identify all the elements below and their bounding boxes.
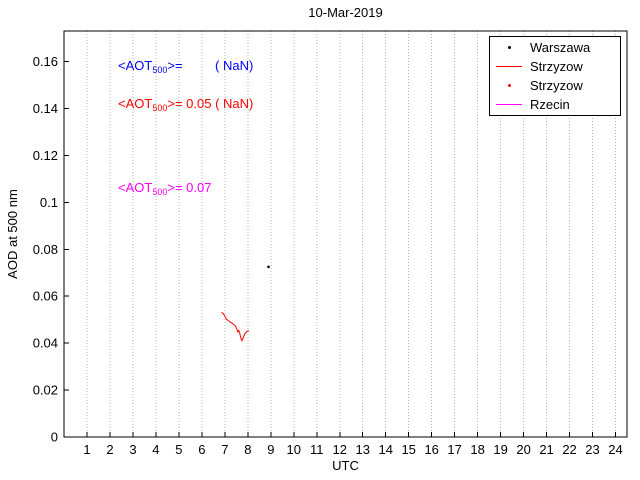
legend-label: Rzecin [530,97,570,112]
y-tick-label: 0.02 [33,383,58,398]
legend-label: Warszawa [530,40,591,55]
x-tick-label: 22 [562,442,576,457]
x-tick-label: 7 [221,442,228,457]
y-tick-label: 0.06 [33,289,58,304]
x-tick-label: 24 [608,442,622,457]
y-tick-label: 0.14 [33,101,58,116]
annotation-value: >= 0.07 [167,180,212,196]
legend-item-warszawa-0: Warszawa [490,38,620,57]
x-tick-label: 5 [175,442,182,457]
annotation-prefix: <AOT [118,58,153,74]
annotation-subscript: 500 [152,65,168,76]
y-tick-label: 0 [51,430,58,445]
x-tick-label: 11 [310,442,324,457]
annotation-prefix: <AOT [118,180,153,196]
x-tick-label: 18 [470,442,484,457]
x-tick-label: 23 [585,442,599,457]
x-tick-label: 1 [83,442,90,457]
x-tick-label: 14 [378,442,392,457]
legend-item-strzyzow-1: Strzyzow [490,57,620,76]
x-tick-label: 17 [447,442,461,457]
x-tick-label: 16 [424,442,438,457]
x-axis-label: UTC [332,458,359,473]
legend-dot-marker-icon [495,46,523,49]
x-tick-label: 10 [287,442,301,457]
y-tick-label: 0.16 [33,54,58,69]
y-tick-label: 0.08 [33,242,58,257]
x-tick-label: 15 [401,442,415,457]
legend-line-marker-icon [495,104,523,105]
axes-box [63,30,628,438]
x-tick-label: 19 [493,442,507,457]
legend: Warszawa Strzyzow Strzyzow Rzecin [489,36,621,116]
y-tick-label: 0.12 [33,148,58,163]
x-tick-label: 12 [333,442,347,457]
x-tick-label: 9 [267,442,274,457]
marker-shape [507,84,511,87]
legend-label: Strzyzow [530,78,583,93]
x-tick-label: 13 [356,442,370,457]
x-tick-label: 2 [106,442,113,457]
x-tick-label: 3 [129,442,136,457]
x-tick-label: 8 [244,442,251,457]
legend-item-strzyzow-2: Strzyzow [490,76,620,95]
annotation-value: >= 0.05 ( NaN) [167,95,254,111]
series-point-warszawa [267,265,270,269]
annotation-subscript: 500 [152,102,168,113]
x-tick-label: 20 [516,442,530,457]
annotation-subscript: 500 [152,187,168,198]
annotation-aot500-2: <AOT500>= 0.07 [118,180,211,200]
annotation-value: >= ( NaN) [167,58,254,74]
marker-shape [496,66,522,67]
legend-dot-marker-icon [495,84,523,87]
chart-title: 10-Mar-2019 [308,5,383,20]
legend-line-marker-icon [495,66,523,67]
x-tick-label: 4 [152,442,159,457]
marker-shape [496,104,522,105]
legend-label: Strzyzow [530,59,583,74]
marker-shape [507,46,511,49]
annotation-prefix: <AOT [118,95,153,111]
annotation-aot500-0: <AOT500>= ( NaN) [118,58,253,78]
y-tick-label: 0.04 [33,336,58,351]
x-tick-label: 21 [539,442,553,457]
legend-item-rzecin-3: Rzecin [490,95,620,114]
x-tick-label: 6 [198,442,205,457]
series-line-strzyzow [221,311,250,342]
annotation-aot500-1: <AOT500>= 0.05 ( NaN) [118,96,253,116]
y-tick-label: 0.1 [40,195,58,210]
